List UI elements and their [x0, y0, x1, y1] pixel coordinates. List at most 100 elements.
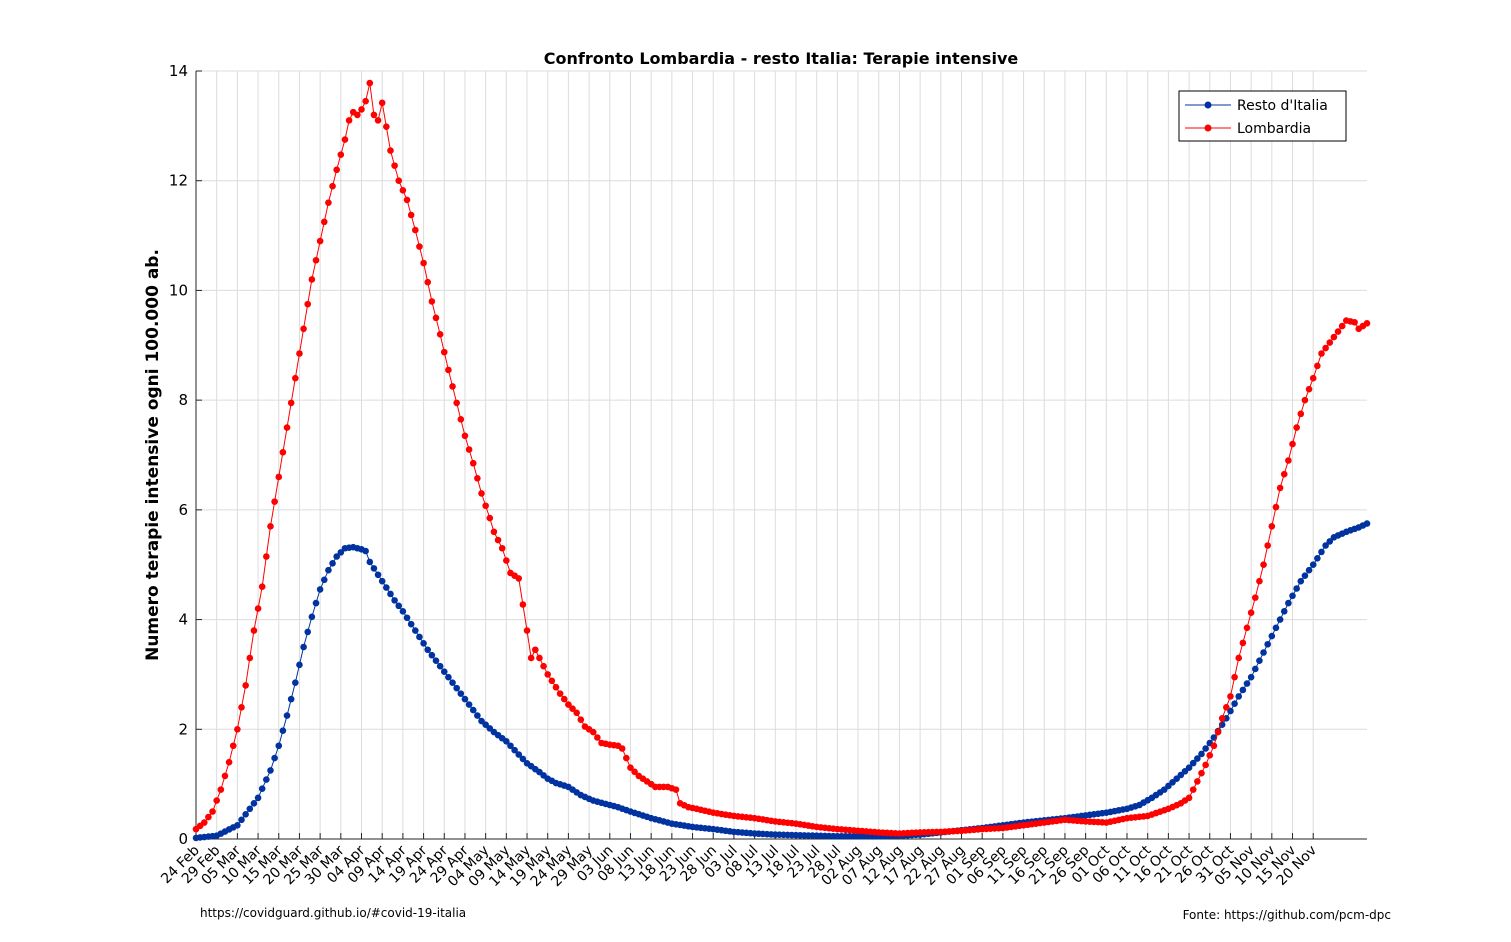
data-point	[308, 613, 316, 621]
data-point	[449, 679, 456, 686]
legend: Resto d'Italia Lombardia	[1178, 90, 1347, 142]
data-point	[1264, 640, 1271, 648]
data-point	[296, 661, 303, 669]
data-point	[316, 586, 324, 593]
data-point	[478, 490, 485, 497]
data-point	[1185, 764, 1193, 771]
data-point	[1185, 794, 1193, 802]
data-point	[1318, 548, 1325, 556]
data-point	[1194, 778, 1201, 785]
legend-marker-resto	[1204, 101, 1212, 109]
data-point	[457, 416, 465, 423]
data-point	[378, 99, 386, 107]
data-point	[275, 473, 283, 481]
data-point	[399, 187, 407, 194]
y-tick-label: 10	[169, 281, 188, 299]
data-point	[494, 536, 502, 544]
data-point	[1314, 555, 1321, 562]
data-point	[1338, 322, 1346, 330]
data-point	[1293, 424, 1300, 431]
data-point	[1276, 484, 1284, 492]
data-point	[217, 786, 225, 793]
data-point	[320, 576, 328, 584]
data-point	[283, 712, 291, 719]
data-point	[594, 734, 601, 741]
series-lombardia	[192, 79, 1371, 837]
data-point	[1334, 328, 1342, 335]
data-point	[209, 808, 216, 815]
data-point	[234, 821, 241, 829]
data-point	[1235, 693, 1243, 700]
data-point	[242, 811, 249, 818]
data-point	[569, 705, 576, 713]
data-point	[354, 111, 361, 119]
data-point	[1305, 566, 1313, 574]
data-point	[300, 643, 307, 651]
data-point	[428, 298, 436, 305]
data-point	[250, 627, 258, 634]
data-point	[548, 677, 556, 685]
data-point	[1223, 704, 1230, 711]
data-point	[1247, 609, 1255, 617]
data-point	[440, 348, 448, 356]
data-point	[254, 794, 262, 802]
data-point	[515, 575, 523, 582]
data-point	[279, 448, 287, 456]
data-point	[407, 211, 415, 219]
data-point	[1280, 608, 1288, 615]
data-point	[1297, 577, 1305, 585]
data-point	[370, 111, 378, 119]
data-point	[503, 738, 510, 745]
data-point	[1363, 320, 1371, 327]
data-point	[300, 325, 307, 333]
data-point	[205, 813, 212, 821]
data-point	[358, 106, 365, 113]
data-point	[312, 599, 320, 607]
data-point	[461, 695, 469, 703]
data-point	[325, 566, 332, 574]
data-point	[1309, 561, 1317, 569]
data-point	[325, 199, 332, 206]
data-point	[242, 682, 249, 689]
data-point	[577, 716, 585, 723]
data-point	[519, 755, 527, 763]
data-point	[279, 727, 287, 734]
y-tick-label: 6	[178, 501, 188, 519]
data-point	[1206, 752, 1214, 759]
data-point	[1256, 657, 1263, 665]
data-point	[362, 547, 369, 555]
data-point	[453, 684, 460, 692]
data-point	[523, 627, 531, 634]
data-point	[424, 278, 432, 286]
data-point	[519, 601, 527, 608]
data-point	[1243, 624, 1251, 632]
data-point	[387, 147, 394, 154]
data-point	[296, 350, 303, 357]
data-point	[329, 560, 336, 567]
y-tick-label: 12	[169, 172, 188, 190]
y-tick-label: 14	[169, 62, 188, 80]
data-point	[403, 614, 411, 622]
data-point	[395, 602, 403, 610]
data-point	[1202, 745, 1209, 752]
y-tick-label: 8	[178, 391, 188, 409]
data-point	[428, 651, 436, 659]
data-point	[552, 683, 560, 691]
source-left: https://covidguard.github.io/#covid-19-i…	[200, 906, 467, 920]
data-point	[304, 628, 312, 636]
data-point	[1326, 538, 1334, 545]
data-point	[263, 776, 270, 783]
data-point	[221, 772, 229, 780]
data-point	[395, 177, 403, 185]
data-point	[238, 704, 245, 711]
data-point	[589, 728, 597, 736]
data-point	[436, 331, 444, 338]
data-point	[1214, 728, 1222, 736]
data-point	[424, 646, 432, 654]
data-point	[560, 695, 568, 703]
data-point	[370, 565, 378, 572]
data-point	[329, 182, 336, 190]
data-point	[436, 662, 444, 670]
data-point	[246, 654, 254, 662]
data-point	[304, 300, 312, 308]
